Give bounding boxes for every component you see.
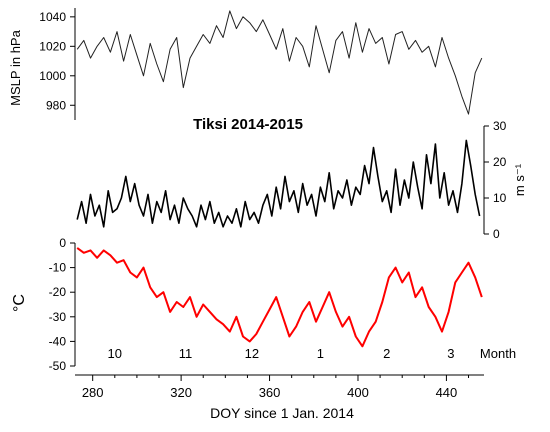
mslp-y-tick-label: 1020	[39, 39, 66, 53]
chart-title: Tiksi 2014-2015	[193, 116, 303, 133]
series-layer	[76, 10, 483, 348]
axes-layer	[70, 8, 489, 381]
month-label: 12	[245, 346, 259, 361]
temp-y-tick-label: -50	[49, 359, 67, 373]
wind-y-tick-label: 20	[493, 155, 507, 169]
month-label: 3	[447, 346, 454, 361]
x-tick-label: 400	[347, 385, 369, 400]
temp-y-tick-label: 0	[59, 236, 66, 250]
wind-y-tick-label: 30	[493, 119, 507, 133]
wind-y-tick-label: 10	[493, 191, 507, 205]
mslp-y-tick-label: 980	[46, 98, 66, 112]
month-label: 10	[108, 346, 122, 361]
month-label: 2	[383, 346, 390, 361]
temp-y-tick-label: -40	[49, 334, 67, 348]
x-tick-label: 320	[170, 385, 192, 400]
mslp-series-line	[76, 10, 483, 115]
temp-axis-label: °C	[11, 294, 28, 312]
x-axis-label: DOY since 1 Jan. 2014	[210, 405, 354, 421]
x-tick-label: 280	[82, 385, 104, 400]
month-axis-label: Month	[480, 346, 516, 361]
month-label: 1	[317, 346, 324, 361]
wind-y-tick-label: 0	[493, 227, 500, 241]
mslp-axis-label: MSLP in hPa	[8, 29, 23, 105]
temp-y-tick-label: -30	[49, 310, 67, 324]
mslp-y-tick-label: 1000	[39, 69, 66, 83]
wind-series-line	[76, 139, 481, 228]
temp-y-tick-label: -10	[49, 261, 67, 275]
mslp-y-tick-label: 1040	[39, 10, 66, 24]
x-tick-label: 440	[436, 385, 458, 400]
temp-series-line	[76, 247, 483, 348]
x-tick-label: 360	[259, 385, 281, 400]
wind-axis-label: m s⁻¹	[512, 163, 527, 196]
tick-labels-layer: 98010001020104001020300-10-20-30-40-5028…	[39, 10, 506, 400]
month-label: 11	[179, 346, 193, 361]
temp-y-tick-label: -20	[49, 285, 67, 299]
